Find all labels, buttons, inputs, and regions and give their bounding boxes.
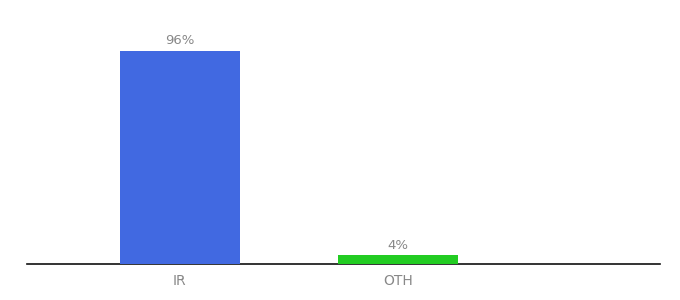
Bar bbox=[338, 255, 458, 264]
Bar bbox=[120, 51, 240, 264]
Text: 96%: 96% bbox=[165, 34, 194, 47]
Text: 4%: 4% bbox=[388, 239, 409, 252]
